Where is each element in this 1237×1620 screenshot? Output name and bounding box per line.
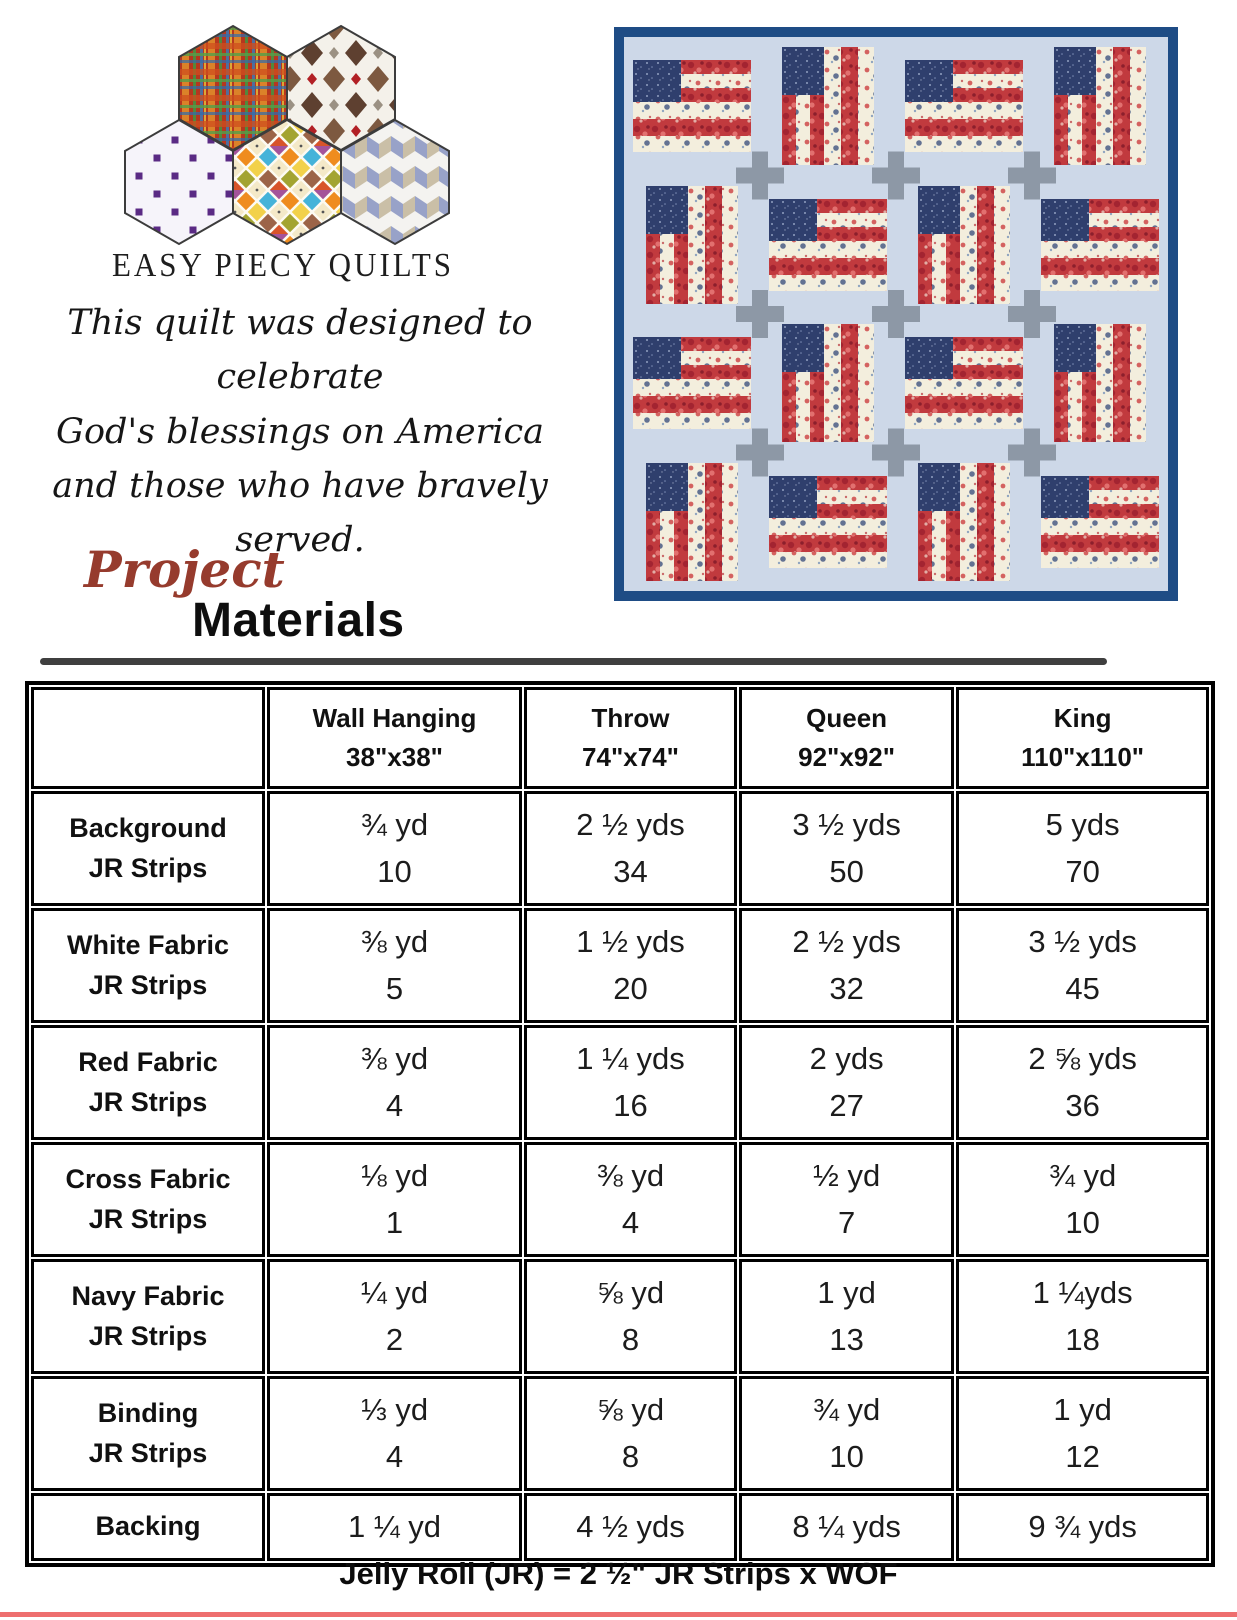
column-header-wall-hanging: Wall Hanging 38"x38" — [267, 687, 523, 789]
cell-background-queen: 3 ½ yds 50 — [738, 791, 955, 906]
cell-white-wall-hanging: ⅜ yd 5 — [267, 908, 523, 1023]
cell-navy-wall-hanging: ¼ yd 2 — [267, 1259, 523, 1374]
cell-white-queen: 2 ½ yds 32 — [738, 908, 955, 1023]
hexagon-logo-graphic — [124, 24, 450, 246]
column-header-queen: Queen 92"x92" — [738, 687, 955, 789]
table-row-background: Background JR Strips ¾ yd 10 2 ½ yds 34 3 ½… — [31, 791, 1209, 906]
cell-white-throw: 1 ½ yds 20 — [524, 908, 737, 1023]
cell-binding-queen: ¾ yd 10 — [738, 1376, 955, 1491]
table-row-binding: Binding JR Strips ⅓ yd 4 ⅝ yd 8 ¾ yd 10 1 yd… — [31, 1376, 1209, 1491]
heading-underline — [40, 658, 1107, 665]
jelly-roll-note: Jelly Roll (JR) = 2 ½" JR Strips x WOF — [339, 1556, 898, 1591]
dedication-line-3: and those who have bravely served. — [52, 465, 548, 560]
table-header-row: Wall Hanging 38"x38" Throw 74"x74" Queen… — [31, 687, 1209, 789]
cell-background-throw: 2 ½ yds 34 — [524, 791, 737, 906]
brand-name: EASY PIECY QUILTS — [111, 245, 455, 284]
flag-quilt-graphic — [624, 37, 1168, 591]
cell-binding-wall-hanging: ⅓ yd 4 — [267, 1376, 523, 1491]
table-row-red-fabric: Red Fabric JR Strips ⅜ yd 4 1 ¼ yds 16 2 yd… — [31, 1025, 1209, 1140]
table-row-backing: Backing 1 ¼ yd 4 ½ yds 8 ¼ yds 9 ¾ yds — [31, 1493, 1209, 1561]
dedication-text: This quilt was designed to celebrate God… — [0, 296, 600, 567]
cell-red-throw: 1 ¼ yds 16 — [524, 1025, 737, 1140]
table-row-navy-fabric: Navy Fabric JR Strips ¼ yd 2 ⅝ yd 8 1 yd 13 … — [31, 1259, 1209, 1374]
cell-cross-wall-hanging: ⅛ yd 1 — [267, 1142, 523, 1257]
column-header-king: King 110"x110" — [956, 687, 1209, 789]
bottom-accent-line — [0, 1612, 1237, 1617]
cell-navy-queen: 1 yd 13 — [738, 1259, 955, 1374]
cell-cross-queen: ½ yd 7 — [738, 1142, 955, 1257]
column-header-throw: Throw 74"x74" — [524, 687, 737, 789]
corner-cell — [31, 687, 265, 789]
brand-logo: EASY PIECY QUILTS — [103, 14, 463, 283]
quilt-preview-image — [614, 27, 1178, 601]
cell-background-wall-hanging: ¾ yd 10 — [267, 791, 523, 906]
cell-backing-queen: 8 ¼ yds — [738, 1493, 955, 1561]
cell-red-wall-hanging: ⅜ yd 4 — [267, 1025, 523, 1140]
cell-binding-throw: ⅝ yd 8 — [524, 1376, 737, 1491]
table-row-white-fabric: White Fabric JR Strips ⅜ yd 5 1 ½ yds 20 2 … — [31, 908, 1209, 1023]
cell-navy-king: 1 ¼yds 18 — [956, 1259, 1209, 1374]
hexagon-tumbling-blocks — [340, 118, 450, 246]
cell-white-king: 3 ½ yds 45 — [956, 908, 1209, 1023]
table-row-cross-fabric: Cross Fabric JR Strips ⅛ yd 1 ⅜ yd 4 ½ yd 7 … — [31, 1142, 1209, 1257]
heading-script-project: Project — [84, 540, 285, 599]
cell-red-king: 2 ⅝ yds 36 — [956, 1025, 1209, 1140]
dedication-line-2: God's blessings on America — [56, 411, 544, 452]
heading-materials: Materials — [192, 594, 405, 647]
cell-navy-throw: ⅝ yd 8 — [524, 1259, 737, 1374]
cell-backing-king: 9 ¾ yds — [956, 1493, 1209, 1561]
materials-table: Wall Hanging 38"x38" Throw 74"x74" Queen… — [25, 681, 1215, 1567]
cell-backing-wall-hanging: 1 ¼ yd — [267, 1493, 523, 1561]
cell-binding-king: 1 yd 12 — [956, 1376, 1209, 1491]
dedication-line-1: This quilt was designed to celebrate — [67, 303, 533, 398]
cell-red-queen: 2 yds 27 — [738, 1025, 955, 1140]
cell-backing-throw: 4 ½ yds — [524, 1493, 737, 1561]
cell-background-king: 5 yds 70 — [956, 791, 1209, 906]
cell-cross-king: ¾ yd 10 — [956, 1142, 1209, 1257]
cell-cross-throw: ⅜ yd 4 — [524, 1142, 737, 1257]
